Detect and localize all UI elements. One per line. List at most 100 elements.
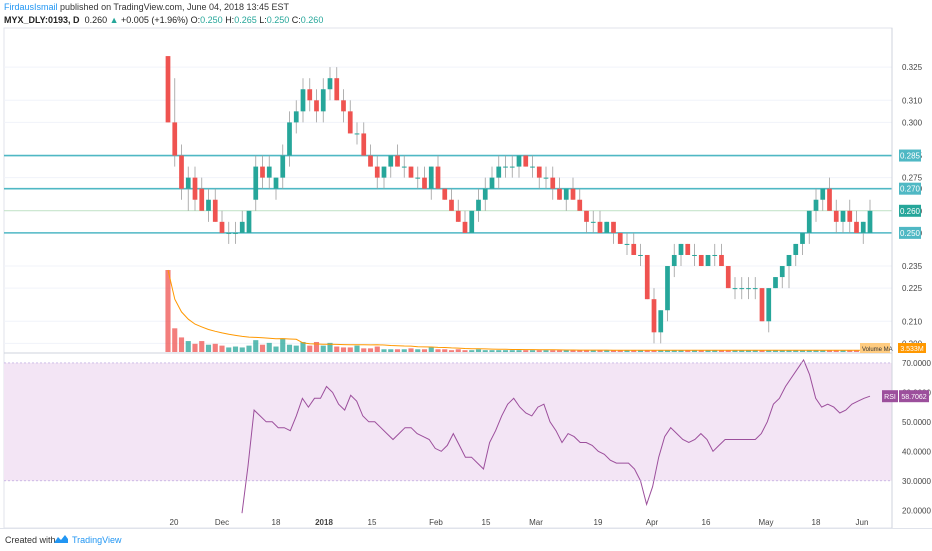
candle-body: [179, 155, 184, 189]
candle-body: [219, 221, 225, 233]
candle-body: [698, 254, 704, 267]
rsi-value-label: 58.7062: [901, 394, 926, 401]
volume-bar: [475, 349, 482, 352]
volume-bar: [610, 350, 617, 352]
candle-body: [840, 210, 846, 222]
author-link[interactable]: FirdausIsmail: [4, 2, 58, 12]
up-arrow-icon: ▲: [109, 15, 119, 25]
candle-body: [631, 243, 637, 255]
candle-body: [854, 221, 859, 233]
candle-body: [671, 254, 677, 267]
volume-bar: [698, 350, 704, 352]
volume-bar: [381, 349, 387, 352]
price-tag: [899, 204, 921, 217]
candle-body: [415, 177, 421, 179]
volume-bar: [658, 350, 664, 352]
volume-bar: [428, 347, 434, 352]
volume-bar: [617, 350, 623, 352]
volume-bars: [165, 270, 873, 352]
volume-bar: [799, 350, 806, 352]
volume-bar: [691, 350, 698, 352]
ohlc-legend: MYX_DLY:0193, D 0.260 ▲ +0.005 (+1.96%) …: [4, 15, 323, 26]
rsi-tick-label: 20.0000: [902, 506, 931, 515]
candle-body: [435, 166, 441, 189]
volume-bar: [178, 337, 185, 352]
candle-body: [287, 122, 292, 156]
candle-body: [361, 133, 367, 156]
volume-bar: [469, 350, 475, 352]
volume-bar: [421, 349, 428, 352]
published-text: published on TradingView.com, June 04, 2…: [60, 2, 290, 12]
candle-body: [597, 221, 603, 233]
candle-body: [516, 155, 522, 167]
volume-bar: [293, 345, 299, 352]
candle-body: [860, 221, 866, 233]
rsi-tick-label: 30.0000: [902, 477, 931, 486]
candle-body: [800, 232, 805, 244]
last-price: 0.260: [84, 15, 108, 25]
candle-body: [428, 166, 434, 189]
candle-body: [577, 199, 583, 211]
candle-body: [422, 177, 427, 189]
volume-bar: [718, 350, 725, 352]
volume-bar: [340, 347, 347, 352]
candle-body: [651, 299, 657, 333]
candle-body: [246, 210, 252, 233]
volume-bar: [793, 350, 799, 352]
candle-body: [347, 111, 353, 134]
price-tag-label: 0.270: [900, 185, 921, 194]
volume-bar: [455, 349, 461, 352]
change-value: +0.005 (+1.96%): [121, 15, 189, 25]
candle-body: [624, 243, 630, 245]
candle-body: [644, 254, 650, 300]
candle-body: [388, 155, 394, 167]
volume-bar: [394, 349, 401, 352]
volume-bar: [543, 350, 549, 352]
open-label: O:: [190, 15, 201, 25]
volume-bar: [556, 350, 563, 352]
volume-bar: [374, 346, 380, 352]
symbol-label: MYX_DLY:0193, D: [4, 15, 80, 25]
candle-body: [793, 243, 799, 255]
candle-body: [273, 177, 279, 189]
tradingview-link[interactable]: TradingView: [72, 535, 122, 545]
candle-body: [685, 243, 691, 255]
volume-bar: [185, 341, 191, 352]
volume-value-tag: [898, 343, 926, 353]
volume-bar: [286, 344, 293, 352]
candle-body: [449, 199, 454, 211]
candle-body: [543, 177, 549, 179]
volume-bar: [442, 349, 448, 352]
rsi-tick-label: 50.0000: [902, 418, 931, 427]
volume-bar: [482, 350, 488, 352]
volume-bar: [259, 344, 266, 352]
volume-bar: [226, 347, 232, 352]
volume-bar: [415, 349, 421, 352]
time-tick-label: Feb: [429, 518, 443, 527]
volume-bar: [361, 348, 367, 352]
candle-body: [813, 199, 819, 211]
volume-bar: [212, 343, 218, 352]
volume-bar: [577, 350, 583, 352]
candle-body: [280, 155, 286, 178]
volume-bar: [199, 341, 205, 352]
volume-bar: [307, 345, 313, 352]
volume-bar: [563, 350, 569, 352]
time-tick-label: 18: [272, 518, 281, 527]
candle-body: [185, 177, 191, 189]
volume-bar: [246, 345, 252, 352]
candle-body: [759, 288, 765, 322]
volume-bar: [732, 350, 738, 352]
volume-bar: [685, 350, 691, 352]
candle-body: [746, 288, 751, 290]
high-value: 0.265: [234, 15, 257, 25]
chart-canvas[interactable]: 0.325 0.310 0.300 0.285 0.275 0.270 0.260 0.250…: [0, 0, 932, 528]
candle-body: [530, 166, 535, 168]
volume-bar: [671, 350, 677, 352]
candle-body: [192, 177, 198, 200]
rsi-line: [241, 358, 871, 514]
candle-body: [590, 221, 596, 223]
candle-body: [739, 288, 745, 290]
rsi-band: [4, 362, 892, 481]
candle-body: [503, 166, 508, 168]
